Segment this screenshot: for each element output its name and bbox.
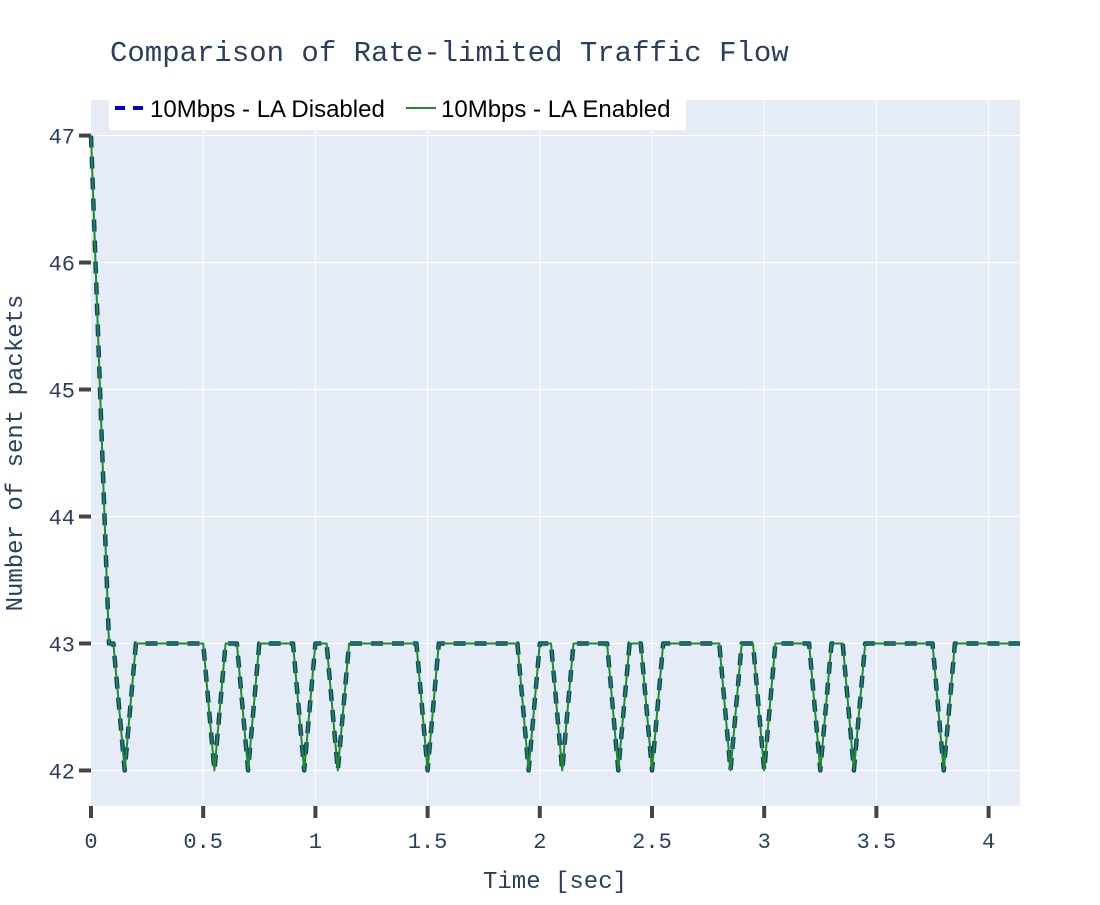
legend-background — [109, 94, 686, 130]
legend-label-la-enabled: 10Mbps - LA Enabled — [441, 96, 671, 123]
legend: 10Mbps - LA Disabled 10Mbps - LA Enabled — [109, 94, 686, 130]
x-tick-label: 1.5 — [408, 830, 448, 855]
chart-title: Comparison of Rate-limited Traffic Flow — [110, 37, 789, 70]
x-axis-title: Time [sec] — [483, 869, 627, 896]
x-tick-label: 3 — [758, 830, 771, 855]
x-tick-label: 3.5 — [857, 830, 897, 855]
y-tick-label: 47 — [49, 126, 75, 151]
y-tick-label: 45 — [49, 380, 75, 405]
y-tick-label: 42 — [49, 760, 75, 785]
y-tick-label: 44 — [49, 506, 75, 531]
axes: 0 0.5 1 1.5 2 2.5 3 3.5 4 42 43 44 45 46 47 — [49, 126, 996, 855]
x-tick-label: 4 — [982, 830, 995, 855]
y-tick-label: 43 — [49, 633, 75, 658]
x-tick-label: 0.5 — [183, 830, 223, 855]
x-tick-label: 0 — [84, 830, 97, 855]
series-layer — [88, 135, 1020, 773]
x-tick-label: 2.5 — [632, 830, 672, 855]
y-axis-title: Number of sent packets — [3, 295, 30, 612]
legend-label-la-disabled: 10Mbps - LA Disabled — [150, 96, 385, 123]
x-tick-label: 2 — [533, 830, 546, 855]
series-line-la-enabled — [90, 135, 1020, 772]
x-tick-label: 1 — [309, 830, 322, 855]
y-tick-label: 46 — [49, 253, 75, 278]
